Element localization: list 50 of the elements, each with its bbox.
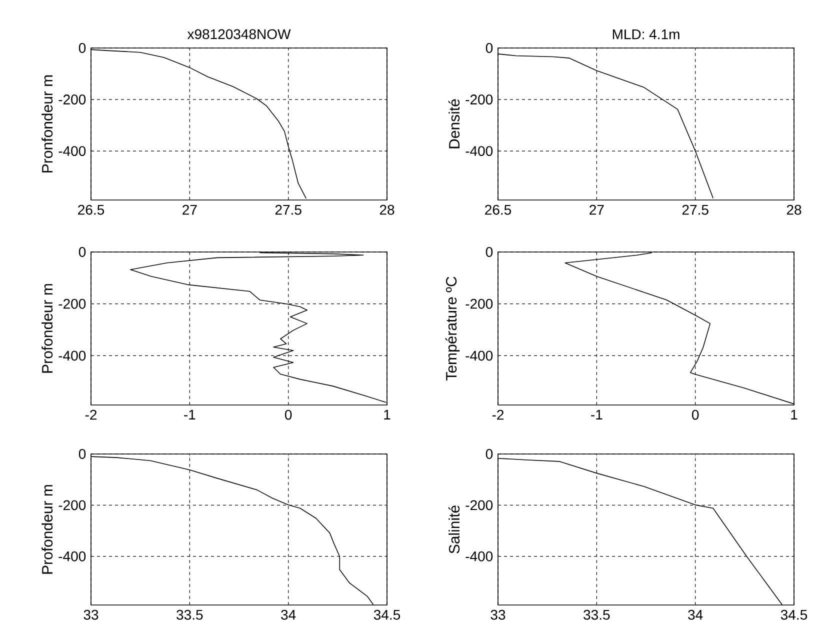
y-tick-label: -400 [58, 146, 86, 156]
x-tick-label: 27 [182, 204, 197, 215]
x-tick-label: 34 [688, 610, 703, 620]
x-tick-label: 34 [281, 610, 296, 620]
y-tick-label: 0 [78, 247, 86, 257]
y-tick-label: -200 [58, 500, 86, 510]
y-axis-title: Salinité [448, 506, 460, 554]
y-tick-label: -200 [466, 298, 493, 309]
x-tick-label: 1 [791, 410, 798, 420]
y-tick-label: 0 [486, 449, 493, 459]
y-axis-title: Température ºC [445, 276, 460, 381]
x-tick-label: 0 [692, 410, 699, 420]
x-tick-label: 27.5 [275, 204, 302, 215]
x-tick-label: 28 [786, 204, 802, 215]
x-tick-label: 0 [284, 410, 292, 420]
x-tick-label: 28 [380, 204, 394, 215]
chart-title: x98120348NOW [187, 29, 291, 40]
x-tick-label: -1 [184, 410, 196, 420]
y-tick-label: -200 [466, 500, 493, 510]
y-tick-label: -400 [466, 350, 493, 361]
y-tick-label: -400 [466, 551, 493, 562]
x-tick-label: 33.5 [584, 610, 610, 620]
y-tick-label: 0 [78, 43, 86, 53]
y-tick-label: -200 [58, 94, 86, 104]
x-tick-label: 33 [84, 610, 98, 620]
y-tick-label: -200 [58, 298, 86, 309]
y-axis-title: Profondeur m [42, 284, 53, 373]
y-axis-title: Pronfondeur m [42, 75, 53, 172]
y-tick-label: -400 [58, 350, 86, 361]
y-tick-label: 0 [78, 449, 86, 459]
x-tick-label: 26.5 [485, 204, 512, 215]
y-tick-label: -400 [466, 146, 493, 156]
x-tick-label: -2 [492, 410, 504, 420]
x-tick-label: 1 [384, 410, 390, 420]
y-tick-label: -200 [466, 94, 493, 104]
x-tick-label: 27 [590, 204, 604, 215]
x-tick-label: 34.5 [780, 610, 808, 620]
x-tick-label: -2 [85, 410, 97, 420]
chart-title: MLD: 4.1m [612, 30, 680, 40]
x-tick-label: 33.5 [176, 610, 203, 620]
x-tick-label: 27.5 [682, 204, 708, 215]
y-axis-title: Densité [448, 99, 460, 148]
y-axis-title: Profondeur m [42, 485, 53, 574]
x-tick-label: 34.5 [374, 610, 400, 620]
y-tick-label: 0 [486, 247, 493, 257]
y-tick-label: 0 [486, 43, 493, 53]
y-tick-label: -400 [58, 551, 86, 562]
x-tick-label: -1 [591, 410, 602, 420]
x-tick-label: 26.5 [78, 204, 104, 215]
x-tick-label: 33 [490, 610, 506, 620]
